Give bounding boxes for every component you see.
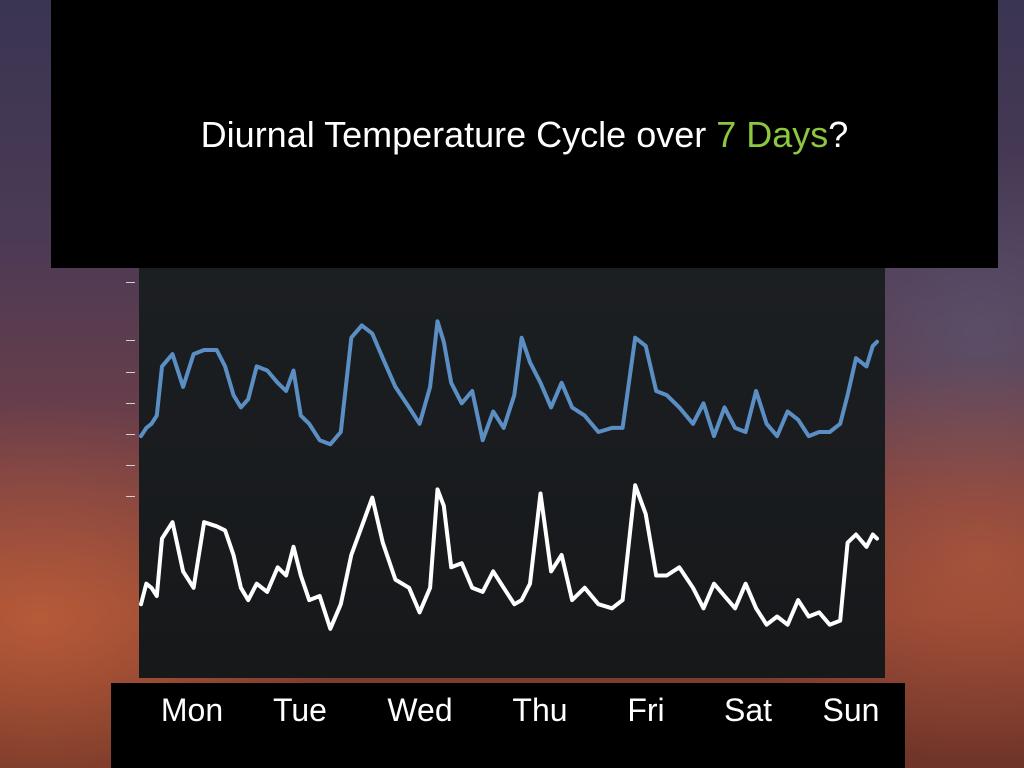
x-tick-label-wed: Wed xyxy=(387,692,453,728)
series-line-upper xyxy=(139,319,879,447)
x-tick-label-tue: Tue xyxy=(273,692,327,728)
y-tick xyxy=(126,340,135,341)
x-tick-label-thu: Thu xyxy=(512,692,568,728)
y-tick xyxy=(126,282,135,283)
y-tick xyxy=(126,403,135,404)
chart-title: Diurnal Temperature Cycle over 7 Days? xyxy=(51,114,998,156)
y-tick xyxy=(126,465,135,466)
y-tick xyxy=(126,372,135,373)
x-tick-label-mon: Mon xyxy=(160,692,224,728)
x-axis-panel xyxy=(111,683,905,768)
y-axis-ticks xyxy=(126,268,140,508)
title-accent: 7 Days xyxy=(716,114,829,155)
y-tick xyxy=(126,434,135,435)
y-tick xyxy=(126,496,135,497)
x-tick-label-sat: Sat xyxy=(723,692,773,728)
x-tick-label-fri: Fri xyxy=(627,692,665,728)
series-line-lower xyxy=(139,483,879,631)
title-panel: Diurnal Temperature Cycle over 7 Days? xyxy=(51,0,998,268)
x-tick-label-sun: Sun xyxy=(822,692,880,728)
plot-area xyxy=(139,268,885,678)
title-text: Diurnal Temperature Cycle over xyxy=(200,114,717,155)
title-suffix: ? xyxy=(828,114,849,155)
